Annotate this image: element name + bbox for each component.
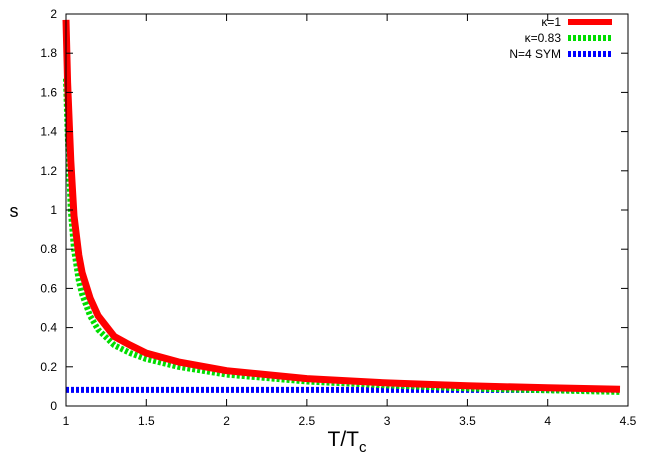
y-tick-label-9: 1.8: [40, 46, 57, 60]
y-tick-label-8: 1.6: [40, 85, 57, 99]
legend-label-0: κ=1: [541, 15, 561, 29]
x-tick-label-3: 2.5: [299, 414, 316, 428]
y-tick-label-7: 1.4: [40, 125, 57, 139]
y-tick-label-2: 0.4: [40, 321, 57, 335]
x-axis-label: T/Tc: [328, 428, 368, 456]
plot-frame: [65, 13, 629, 407]
legend-label-2: N=4 SYM: [509, 47, 561, 61]
y-tick-label-4: 0.8: [40, 242, 57, 256]
ticks-layer: 1 1.5 2 2.5 3 3.5 4 4.5 0 0.2 0.4 0.6 0.8 1 1.2 1.4 1.6 1…: [40, 7, 636, 428]
legend: κ=1 κ=0.83 N=4 SYM: [509, 15, 612, 61]
x-tick-label-2: 2: [223, 414, 230, 428]
y-tick-label-3: 0.6: [40, 281, 57, 295]
series-layer: [62, 19, 621, 395]
series-line-0: [62, 19, 621, 393]
x-tick-label-0: 1: [63, 414, 70, 428]
y-tick-label-0: 0: [50, 399, 57, 413]
series-line-1: [63, 78, 621, 395]
x-tick-label-6: 4: [544, 414, 551, 428]
y-tick-label-5: 1: [50, 203, 57, 217]
x-axis-label-subscript: c: [359, 439, 367, 456]
legend-label-1: κ=0.83: [525, 31, 562, 45]
x-tick-label-5: 3.5: [459, 414, 476, 428]
x-tick-label-7: 4.5: [620, 414, 637, 428]
y-tick-label-10: 2: [50, 7, 57, 21]
x-tick-label-1: 1.5: [138, 414, 155, 428]
y-axis-label: s: [10, 201, 19, 221]
x-axis-label-main: T/T: [328, 428, 360, 451]
x-tick-label-4: 3: [384, 414, 391, 428]
y-tick-label-6: 1.2: [40, 164, 57, 178]
y-tick-label-1: 0.2: [40, 360, 57, 374]
